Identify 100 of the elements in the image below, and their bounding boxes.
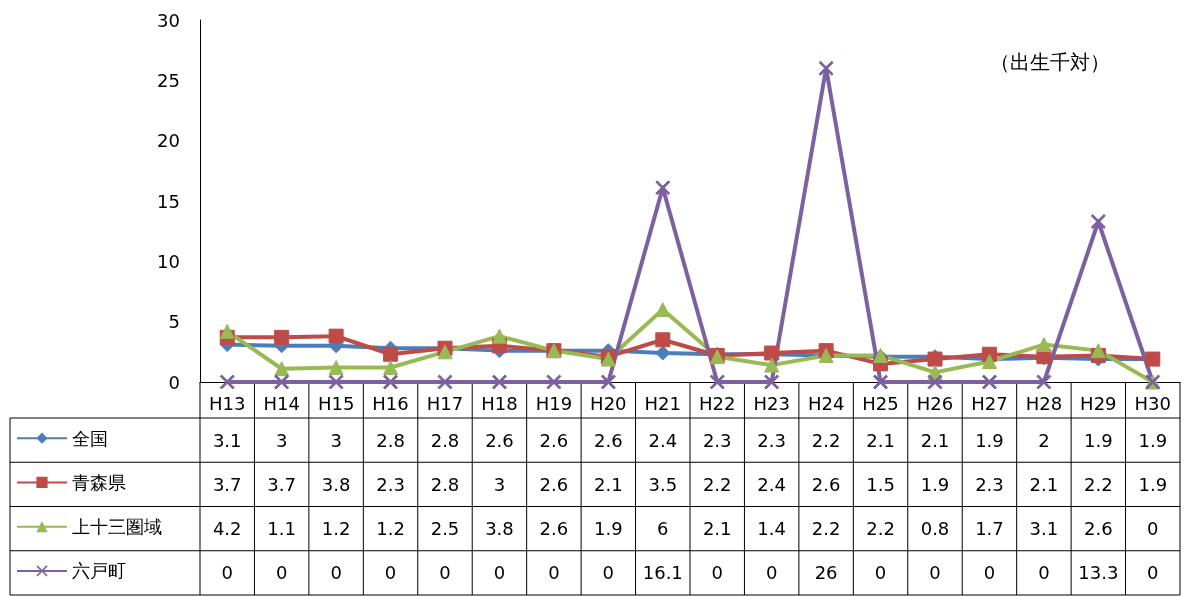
legend-label: 上十三圏域 — [72, 516, 162, 538]
y-tick-label: 15 — [157, 190, 180, 212]
data-label: 3.8 — [485, 518, 514, 540]
data-label: 26 — [814, 562, 838, 584]
data-label: 2.1 — [1029, 473, 1059, 495]
x-tick-label: H27 — [971, 392, 1008, 414]
data-label: 1.9 — [920, 473, 950, 495]
data-label: 2.3 — [376, 473, 405, 495]
data-label: 2.4 — [757, 473, 786, 495]
x-tick-label: H13 — [209, 392, 246, 414]
data-label: 1.2 — [321, 518, 351, 540]
data-label: 2.2 — [811, 429, 841, 451]
data-label: 2.3 — [975, 473, 1004, 495]
x-tick-label: H25 — [862, 392, 899, 414]
data-label: 2.1 — [866, 429, 895, 451]
x-tick-label: H21 — [644, 392, 681, 414]
x-tick-label: H14 — [263, 392, 300, 414]
data-label: 2.1 — [920, 429, 950, 451]
data-label: 2.1 — [702, 518, 732, 540]
data-label: 0 — [874, 562, 887, 584]
data-label: 1.9 — [1138, 429, 1168, 451]
y-tick-label: 0 — [168, 371, 180, 393]
data-label: 2.6 — [811, 473, 841, 495]
data-label: 1.9 — [594, 518, 623, 540]
data-label: 1.9 — [1084, 429, 1113, 451]
x-tick-label: H22 — [699, 392, 736, 414]
data-label: 3.1 — [1029, 518, 1059, 540]
x-tick-label: H29 — [1080, 392, 1117, 414]
y-tick-label: 30 — [157, 9, 180, 31]
x-tick-label: H19 — [535, 392, 573, 414]
data-label: 1.5 — [866, 473, 895, 495]
data-label: 2.3 — [757, 429, 786, 451]
x-tick-label: H26 — [916, 392, 954, 414]
data-label: 0 — [330, 562, 342, 584]
annotation: （出生千対） — [990, 50, 1110, 74]
x-tick-label: H17 — [426, 392, 464, 414]
data-label: 1.7 — [975, 518, 1004, 540]
data-label: 2.6 — [539, 518, 569, 540]
data-label: 2.6 — [485, 429, 514, 451]
data-label: 0 — [711, 562, 723, 584]
data-label: 6 — [657, 518, 669, 540]
data-label: 0 — [1147, 518, 1159, 540]
legend-label: 六戸町 — [72, 560, 126, 582]
y-tick-label: 5 — [168, 311, 180, 333]
x-tick-label: H30 — [1134, 392, 1171, 414]
data-label: 0 — [1147, 562, 1159, 584]
data-label: 2.6 — [539, 429, 569, 451]
data-label: 0 — [548, 562, 560, 584]
data-label: 2.1 — [594, 473, 623, 495]
data-label: 16.1 — [642, 562, 683, 584]
legend-label: 青森県 — [72, 471, 126, 493]
x-tick-label: H16 — [372, 392, 409, 414]
x-tick-label: H28 — [1025, 392, 1063, 414]
data-label: 0 — [765, 562, 778, 584]
data-label: 0 — [1038, 562, 1050, 584]
data-label: 1.1 — [267, 518, 296, 540]
data-label: 0 — [929, 562, 941, 584]
x-tick-label: H23 — [753, 392, 790, 414]
data-label: 2.2 — [866, 518, 895, 540]
data-label: 0.8 — [920, 518, 950, 540]
data-label: 0 — [983, 562, 996, 584]
data-label: 3.7 — [212, 473, 242, 495]
y-tick-label: 20 — [157, 130, 180, 152]
data-label: 2.5 — [430, 518, 460, 540]
data-label: 1.2 — [376, 518, 405, 540]
data-label: 2.6 — [539, 473, 569, 495]
data-label: 0 — [221, 562, 233, 584]
x-tick-label: H18 — [481, 392, 518, 414]
y-tick-label: 10 — [157, 250, 180, 272]
data-label: 0 — [493, 562, 506, 584]
data-label: 3.1 — [212, 429, 242, 451]
x-tick-label: H24 — [807, 392, 845, 414]
data-label: 0 — [439, 562, 451, 584]
data-label: 2.2 — [1084, 473, 1113, 495]
x-tick-label: H15 — [317, 392, 355, 414]
data-label: 1.9 — [1138, 473, 1168, 495]
y-tick-label: 25 — [157, 69, 180, 91]
data-label: 0 — [275, 562, 288, 584]
data-label: 2.8 — [376, 429, 405, 451]
data-label: 3.8 — [321, 473, 351, 495]
data-label: 2.6 — [594, 429, 623, 451]
data-label: 13.3 — [1078, 562, 1119, 584]
legend-label: 全国 — [72, 427, 108, 449]
data-label: 3 — [275, 429, 288, 451]
data-label: 2.8 — [430, 429, 460, 451]
data-label: 2.2 — [702, 473, 732, 495]
data-label: 2.8 — [430, 473, 460, 495]
data-label: 2.6 — [1084, 518, 1113, 540]
data-label: 2.2 — [811, 518, 841, 540]
data-label: 3 — [330, 429, 342, 451]
data-label: 1.9 — [975, 429, 1004, 451]
data-label: 0 — [602, 562, 615, 584]
data-label: 2.4 — [648, 429, 678, 451]
data-label: 2 — [1038, 429, 1050, 451]
data-label: 2.3 — [702, 429, 732, 451]
data-label: 3.5 — [648, 473, 678, 495]
data-label: 3 — [493, 473, 506, 495]
data-label: 0 — [384, 562, 397, 584]
x-tick-label: H20 — [590, 392, 627, 414]
data-label: 1.4 — [757, 518, 786, 540]
